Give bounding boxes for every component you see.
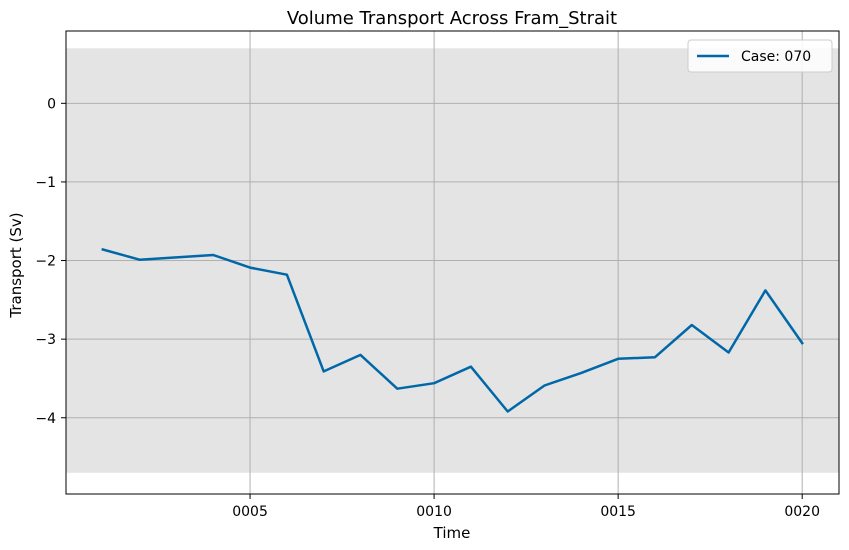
legend: Case: 070	[687, 39, 833, 73]
legend-box	[687, 39, 833, 73]
legend-label: Case: 070	[741, 49, 811, 65]
y-tick-label: −3	[35, 332, 56, 348]
x-tick-label: 0020	[784, 504, 820, 520]
y-tick-label: −1	[35, 175, 56, 191]
x-tick-label: 0015	[600, 504, 636, 520]
y-tick-label: −4	[35, 411, 56, 427]
y-tick-label: −2	[35, 254, 56, 270]
plot-area: 0005 0010 0015 0020 0 −1 −2 −3 −4	[35, 30, 840, 520]
x-tick-label: 0005	[232, 504, 268, 520]
y-tick-label: 0	[47, 96, 56, 112]
series-line-0	[101, 247, 804, 413]
x-axis-title: Time	[433, 524, 471, 542]
x-tick-label: 0010	[416, 504, 452, 520]
chart-title: Volume Transport Across Fram_Strait	[287, 8, 617, 29]
y-axis-title: Transport (Sv)	[7, 212, 25, 318]
plot-frame	[65, 30, 840, 495]
